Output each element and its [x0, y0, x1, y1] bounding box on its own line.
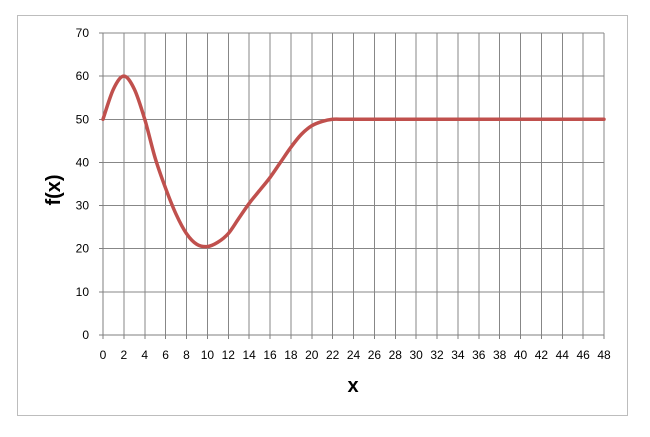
y-tick-labels: 0 10 20 30 40 50 60 70	[76, 26, 90, 342]
y-tick-label: 50	[76, 112, 90, 126]
y-tick-label: 0	[82, 328, 89, 342]
x-tick-labels: 0 2 4 6 8 10 12 14 16 18 20 22 24 26 28 30 32 34 36 38 40 42 4…	[100, 348, 611, 362]
x-tick-label: 48	[597, 348, 611, 362]
x-tick-label: 6	[162, 348, 169, 362]
x-tick-label: 30	[409, 348, 423, 362]
grid-lines	[99, 32, 605, 339]
x-axis-label: x	[347, 375, 358, 397]
x-tick-label: 24	[347, 348, 361, 362]
y-tick-label: 20	[76, 242, 90, 256]
x-tick-label: 32	[430, 348, 444, 362]
x-tick-label: 38	[493, 348, 507, 362]
x-tick-label: 22	[326, 348, 340, 362]
x-tick-label: 36	[472, 348, 486, 362]
x-tick-label: 10	[201, 348, 215, 362]
x-tick-label: 44	[556, 348, 570, 362]
x-tick-label: 14	[242, 348, 256, 362]
y-tick-label: 70	[76, 26, 90, 40]
x-tick-label: 46	[576, 348, 590, 362]
y-tick-label: 10	[76, 285, 90, 299]
x-tick-label: 34	[451, 348, 465, 362]
series-group	[101, 74, 606, 249]
y-tick-label: 40	[76, 155, 90, 169]
x-tick-label: 2	[121, 348, 128, 362]
y-tick-label: 60	[76, 69, 90, 83]
x-tick-label: 0	[100, 348, 107, 362]
y-tick-label: 30	[76, 199, 90, 213]
x-tick-label: 26	[368, 348, 382, 362]
x-tick-label: 28	[389, 348, 403, 362]
y-axis-label: f(x)	[43, 174, 65, 205]
x-tick-label: 20	[305, 348, 319, 362]
series-line-0	[101, 74, 606, 249]
x-tick-label: 12	[222, 348, 236, 362]
x-tick-label: 8	[183, 348, 190, 362]
x-tick-label: 18	[284, 348, 298, 362]
x-tick-label: 4	[141, 348, 148, 362]
x-tick-label: 16	[263, 348, 277, 362]
x-tick-label: 42	[535, 348, 549, 362]
x-tick-label: 40	[514, 348, 528, 362]
